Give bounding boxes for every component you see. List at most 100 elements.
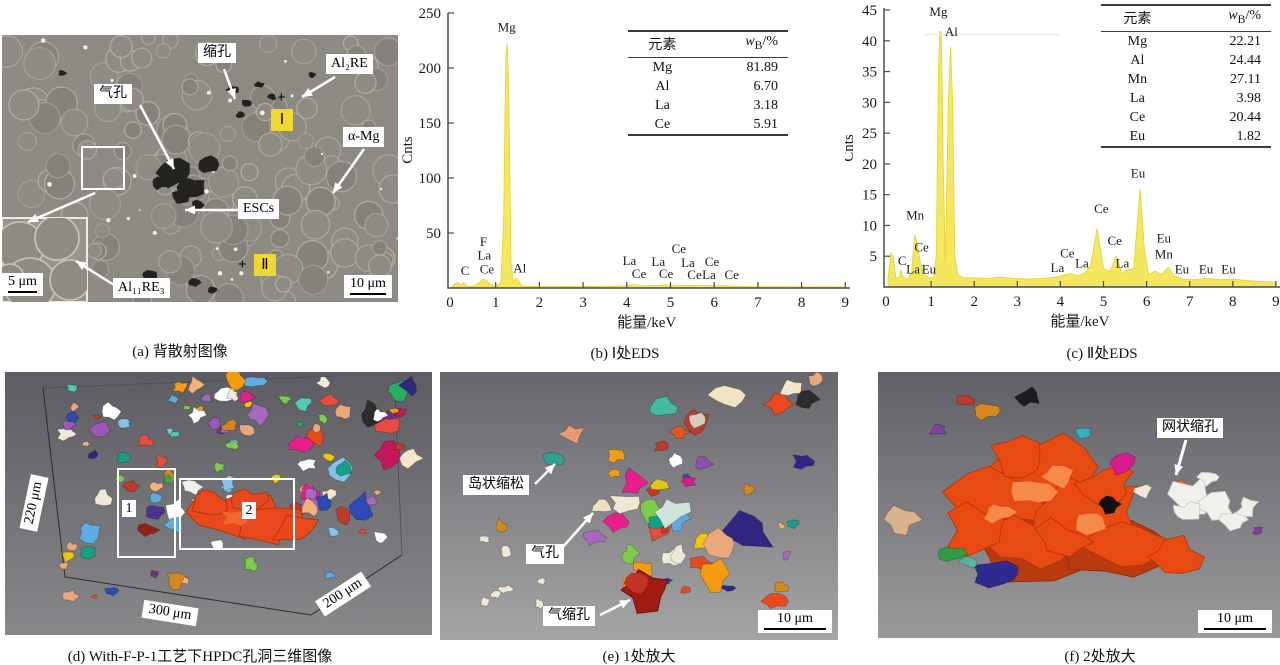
pore-blob bbox=[335, 459, 352, 477]
peak-label-La: La bbox=[477, 247, 491, 262]
scalebar-main-line bbox=[350, 293, 386, 295]
x-tick-label: 7 bbox=[1186, 294, 1194, 310]
pore-blob bbox=[620, 467, 649, 495]
arrow-to-inset-head bbox=[28, 213, 39, 223]
y-tick-label: 25 bbox=[862, 126, 877, 142]
arrow-island-head bbox=[544, 464, 555, 475]
peak-label-Eu: Eu bbox=[922, 261, 937, 276]
scalebar-f-line bbox=[1204, 628, 1266, 630]
grain bbox=[181, 78, 199, 96]
pore-blob bbox=[680, 586, 692, 594]
pore-dark bbox=[171, 190, 190, 204]
caption-f: (f) 2处放大 bbox=[1064, 649, 1136, 665]
pore-feature bbox=[591, 498, 613, 513]
pore-blob bbox=[582, 529, 607, 547]
pore-blob bbox=[239, 424, 255, 437]
pore-feature bbox=[650, 478, 670, 491]
cell-element: Al bbox=[1130, 53, 1145, 68]
bright-particle bbox=[327, 270, 330, 274]
x-axis-title: 能量/keV bbox=[1050, 313, 1109, 330]
grain bbox=[199, 210, 233, 244]
y-tick-label: 250 bbox=[419, 6, 442, 22]
region-box-2 bbox=[179, 478, 295, 550]
pore-blob bbox=[180, 576, 190, 585]
x-tick-label: 2 bbox=[536, 295, 544, 311]
pore-blob bbox=[398, 448, 425, 470]
caption-a: (a) 背散射图像 bbox=[132, 344, 228, 360]
arrow-gas-head bbox=[583, 513, 593, 524]
pore-dark bbox=[58, 69, 68, 76]
peak-label-Ce: Ce bbox=[659, 266, 674, 281]
orange-pore-highlight bbox=[984, 504, 1017, 524]
backscatter-micrograph bbox=[2, 35, 398, 302]
pore-blob bbox=[324, 571, 336, 580]
scalebar-f: 10 μm bbox=[1198, 610, 1272, 633]
grain bbox=[17, 131, 37, 152]
scalebar-f-text: 10 μm bbox=[1217, 611, 1253, 626]
pore-blob bbox=[373, 440, 401, 471]
label-al11re3: Al₁₁RE₃ bbox=[113, 278, 170, 299]
x-tick-label: 8 bbox=[798, 295, 806, 311]
marker-point-I: Ⅰ bbox=[271, 109, 293, 131]
bright-particle bbox=[132, 174, 137, 178]
header-mass-fraction: wB/% bbox=[1228, 8, 1261, 26]
pore-dark bbox=[152, 176, 168, 191]
cell-element: Al bbox=[655, 79, 670, 94]
pore-blob bbox=[93, 413, 102, 420]
x-tick-label: 6 bbox=[1143, 294, 1151, 310]
cell-value: 22.21 bbox=[1229, 34, 1262, 49]
peak-label-Ce: Ce bbox=[672, 241, 687, 256]
y-tick-label: 150 bbox=[419, 116, 442, 132]
pore-dark bbox=[192, 199, 205, 210]
bright-particle bbox=[320, 152, 324, 156]
grain bbox=[161, 124, 192, 155]
inset-grain bbox=[34, 218, 80, 261]
grain bbox=[109, 35, 133, 59]
table-row: Mn 27.11 bbox=[1101, 70, 1271, 89]
pore-blob bbox=[277, 395, 292, 405]
grain bbox=[77, 140, 98, 160]
caption-b: (b) Ⅰ处EDS bbox=[590, 346, 660, 362]
peak-label-Eu: Eu bbox=[1221, 261, 1236, 276]
cell-element: La bbox=[655, 98, 670, 113]
satellite-pore bbox=[928, 424, 948, 435]
network-shrinkage-pore bbox=[1235, 496, 1260, 517]
region-label-2: 2 bbox=[242, 502, 256, 519]
cell-element: Ce bbox=[1129, 110, 1146, 125]
y-axis-title: Cnts bbox=[400, 136, 416, 164]
x-tick-label: 6 bbox=[710, 295, 718, 311]
pore-blob bbox=[163, 474, 173, 484]
table-row: Al 24.44 bbox=[1101, 51, 1271, 70]
pore-blob bbox=[296, 458, 317, 472]
grain bbox=[140, 35, 157, 46]
pore-blob bbox=[91, 594, 98, 600]
pore-blob bbox=[315, 492, 332, 512]
small-cream-pore bbox=[536, 577, 546, 586]
peak-label-F: F bbox=[480, 234, 487, 249]
cell-value: 24.44 bbox=[1229, 53, 1262, 68]
pore-blob bbox=[70, 401, 80, 413]
caption-c: (c) Ⅱ处EDS bbox=[1066, 346, 1138, 362]
grain bbox=[60, 108, 89, 137]
y-tick-label: 45 bbox=[862, 3, 877, 19]
grain bbox=[158, 250, 182, 274]
y-tick-label: 50 bbox=[426, 226, 441, 242]
grain bbox=[296, 97, 318, 120]
x-tick-label: 9 bbox=[842, 295, 850, 311]
pore-feature bbox=[648, 395, 679, 416]
x-axis-title: 能量/keV bbox=[617, 314, 676, 331]
bright-particle bbox=[126, 216, 131, 221]
pore-blob bbox=[226, 387, 239, 403]
table-header-row: 元素 wB/% bbox=[1101, 6, 1271, 32]
pore-blob bbox=[288, 435, 315, 453]
grain bbox=[303, 145, 325, 168]
caption-e: (e) 1处放大 bbox=[602, 649, 676, 665]
bright-particle bbox=[239, 271, 244, 276]
x-tick-label: 1 bbox=[492, 295, 500, 311]
table-row: Eu 1.82 bbox=[1101, 127, 1271, 146]
pore-blob bbox=[154, 454, 169, 468]
pore-dark bbox=[235, 111, 245, 118]
pore-blob bbox=[334, 404, 352, 420]
label-shrinkage-pore: 缩孔 bbox=[198, 43, 236, 64]
